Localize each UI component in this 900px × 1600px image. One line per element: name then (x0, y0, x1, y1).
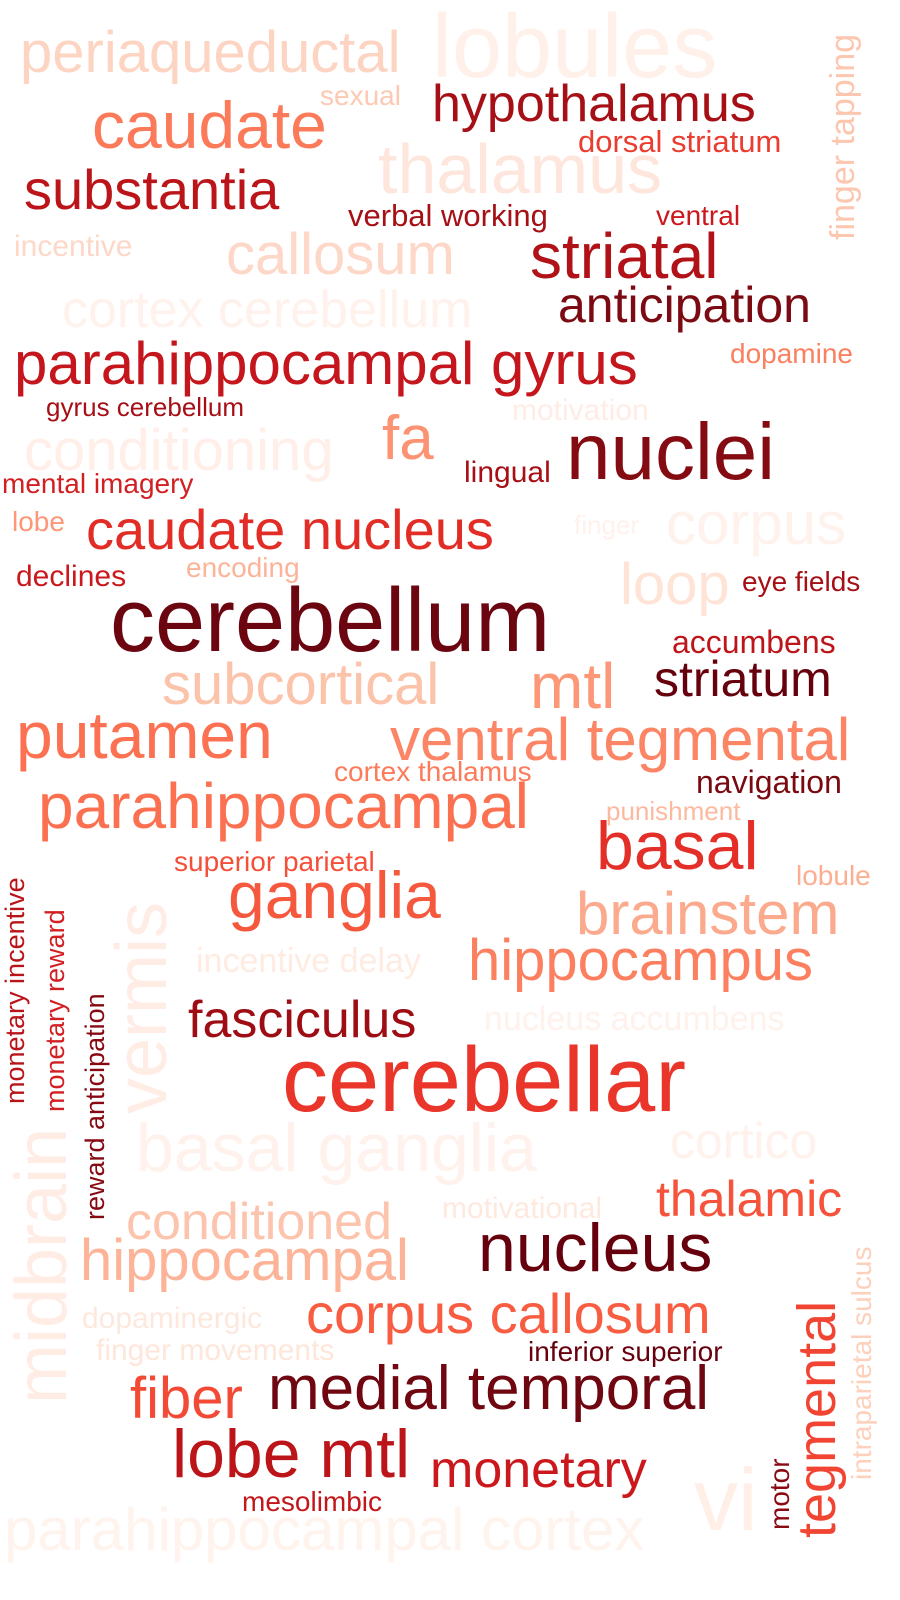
word: dorsal striatum (578, 124, 782, 159)
word: mtl (530, 650, 616, 722)
word: cortex cerebellum (62, 281, 473, 339)
word: ventral tegmental (390, 706, 851, 773)
word: substantia (24, 158, 280, 221)
word: periaqueductal (20, 20, 401, 85)
word: incentive delay (196, 942, 421, 980)
word: basal (596, 808, 759, 884)
word: encoding (186, 552, 300, 583)
word: finger movements (96, 1334, 335, 1367)
word: ventral (656, 200, 741, 231)
word: brainstem (576, 880, 840, 947)
word: basal ganglia (136, 1110, 537, 1186)
word: conditioning (24, 418, 334, 483)
word: nuclei (566, 407, 776, 496)
word: lobules (432, 0, 718, 97)
word: hippocampus (468, 928, 813, 993)
word: corpus (666, 490, 847, 557)
word: anticipation (558, 277, 811, 333)
word: lobe (12, 506, 65, 537)
word: incentive (14, 230, 133, 263)
word: nucleus (478, 1210, 713, 1286)
word: accumbens (672, 624, 836, 660)
word: lingual (464, 456, 551, 489)
word: motivational (442, 1192, 603, 1225)
word: thalamus (378, 130, 663, 208)
word: finger (574, 510, 640, 540)
word: intraparietal sulcus (846, 1246, 877, 1480)
word: gyrus cerebellum (46, 392, 244, 422)
word: caudate (92, 88, 327, 162)
word: monetary (430, 1441, 647, 1499)
word: midbrain (2, 1127, 82, 1404)
word: punishment (606, 796, 741, 826)
word: striatum (654, 651, 832, 707)
word: verbal working (348, 198, 548, 233)
word: conditioned (126, 1193, 392, 1251)
word: cerebellar (282, 1029, 686, 1131)
word: corpus callosum (306, 1282, 711, 1345)
word: motivation (512, 394, 649, 427)
word: reward anticipation (80, 993, 110, 1220)
word: cortex thalamus (334, 756, 532, 787)
word: lobe mtl (172, 1416, 411, 1492)
word: navigation (696, 764, 842, 800)
word: fa (382, 404, 434, 473)
word: superior parietal (174, 846, 375, 877)
word: mesolimbic (242, 1486, 383, 1517)
word: sexual (320, 80, 401, 111)
word: cortico (670, 1113, 818, 1169)
word: subcortical (162, 652, 440, 717)
word: eye fields (742, 566, 861, 597)
word: callosum (226, 222, 455, 287)
word: loop (620, 552, 730, 617)
word: inferior superior (528, 1336, 723, 1367)
word: vermis (102, 902, 182, 1114)
word: nucleus accumbens (484, 1000, 785, 1038)
word: ganglia (228, 858, 441, 932)
word: dopamine (730, 338, 853, 369)
word: fasciculus (188, 991, 417, 1049)
word: motor (764, 1458, 795, 1530)
word: fiber (130, 1366, 243, 1431)
word: parahippocampal (38, 770, 529, 842)
word: putamen (16, 698, 273, 772)
word: vi (694, 1450, 758, 1549)
word: tegmental (787, 1300, 847, 1538)
word: thalamic (656, 1171, 843, 1227)
word: declines (16, 560, 127, 593)
word: monetary incentive (0, 877, 30, 1104)
word: finger tapping (824, 33, 862, 240)
word: medial temporal (268, 1354, 710, 1423)
word: hypothalamus (432, 75, 756, 133)
word: hippocampal (80, 1228, 409, 1293)
word: cerebellum (110, 571, 551, 671)
word: monetary reward (40, 909, 70, 1112)
word: mental imagery (2, 468, 194, 499)
word: parahippocampal gyrus (14, 330, 638, 397)
word: dopaminergic (82, 1302, 263, 1335)
word: lobule (796, 860, 871, 891)
word: caudate nucleus (86, 498, 494, 561)
word: striatal (530, 220, 719, 292)
word: parahippocampal cortex (4, 1496, 645, 1563)
